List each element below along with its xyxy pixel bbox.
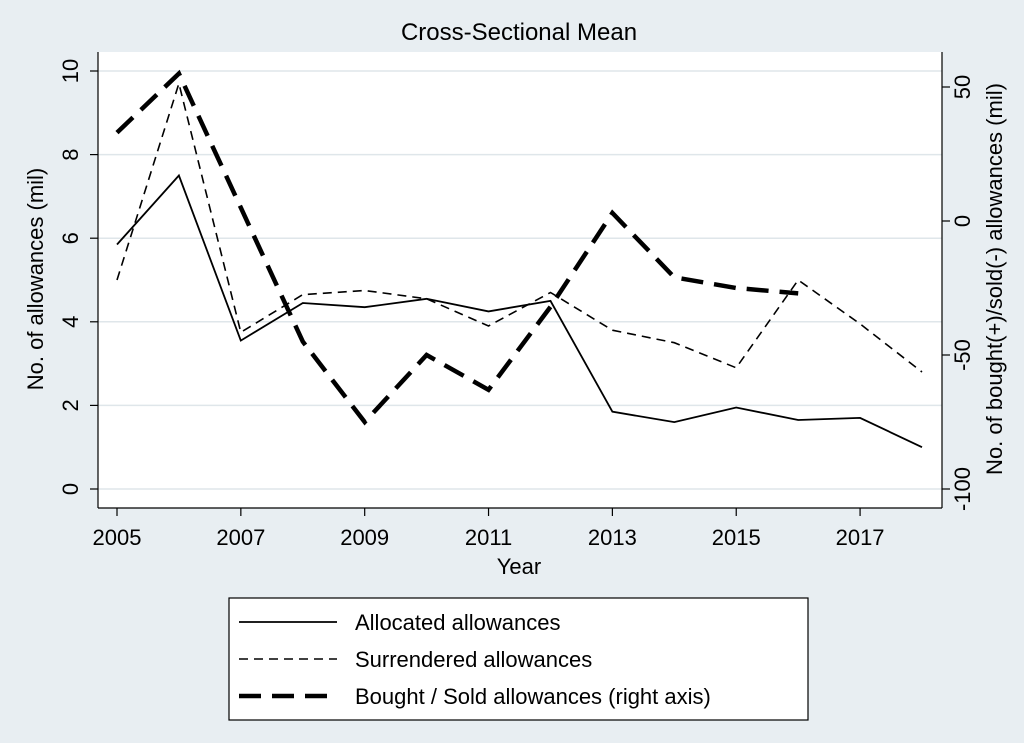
y-axis-label-right: No. of bought(+)/sold(-) allowances (mil… <box>982 83 1007 475</box>
y-tick-label-left: 4 <box>58 316 83 328</box>
series-line-3 <box>115 69 799 426</box>
legend-label-2: Surrendered allowances <box>355 647 592 672</box>
legend: Allocated allowances Surrendered allowanc… <box>228 597 809 721</box>
y-tick-label-right: -100 <box>950 467 975 511</box>
legend-label-1: Allocated allowances <box>355 610 560 635</box>
legend-label-3: Bought / Sold allowances (right axis) <box>355 684 711 709</box>
x-tick-label: 2015 <box>712 525 761 550</box>
y-tick-label-left: 10 <box>58 59 83 83</box>
axes: 0 2 4 6 8 10 -100 -50 0 50 2005 2007 2009 2011 2013 201… <box>58 52 975 550</box>
y-tick-label-left: 0 <box>58 483 83 495</box>
x-tick-label: 2005 <box>93 525 142 550</box>
y-axis-label-left: No. of allowances (mil) <box>23 168 48 391</box>
x-tick-label: 2007 <box>216 525 265 550</box>
x-tick-label: 2017 <box>836 525 885 550</box>
series-lines <box>115 69 923 449</box>
y-tick-label-left: 2 <box>58 399 83 411</box>
y-tick-label-left: 6 <box>58 232 83 244</box>
series-line-1 <box>116 173 923 449</box>
x-tick-label: 2009 <box>340 525 389 550</box>
x-tick-label: 2011 <box>465 525 512 550</box>
x-axis-label: Year <box>497 554 541 579</box>
x-tick-label: 2013 <box>588 525 637 550</box>
y-tick-label-right: 0 <box>950 215 975 227</box>
chart-title: Cross-Sectional Mean <box>401 19 637 46</box>
plot-area <box>98 52 942 508</box>
y-tick-label-left: 8 <box>58 148 83 160</box>
y-tick-label-right: 50 <box>950 75 975 99</box>
legend-box <box>228 597 809 721</box>
y-tick-label-right: -50 <box>950 339 975 371</box>
